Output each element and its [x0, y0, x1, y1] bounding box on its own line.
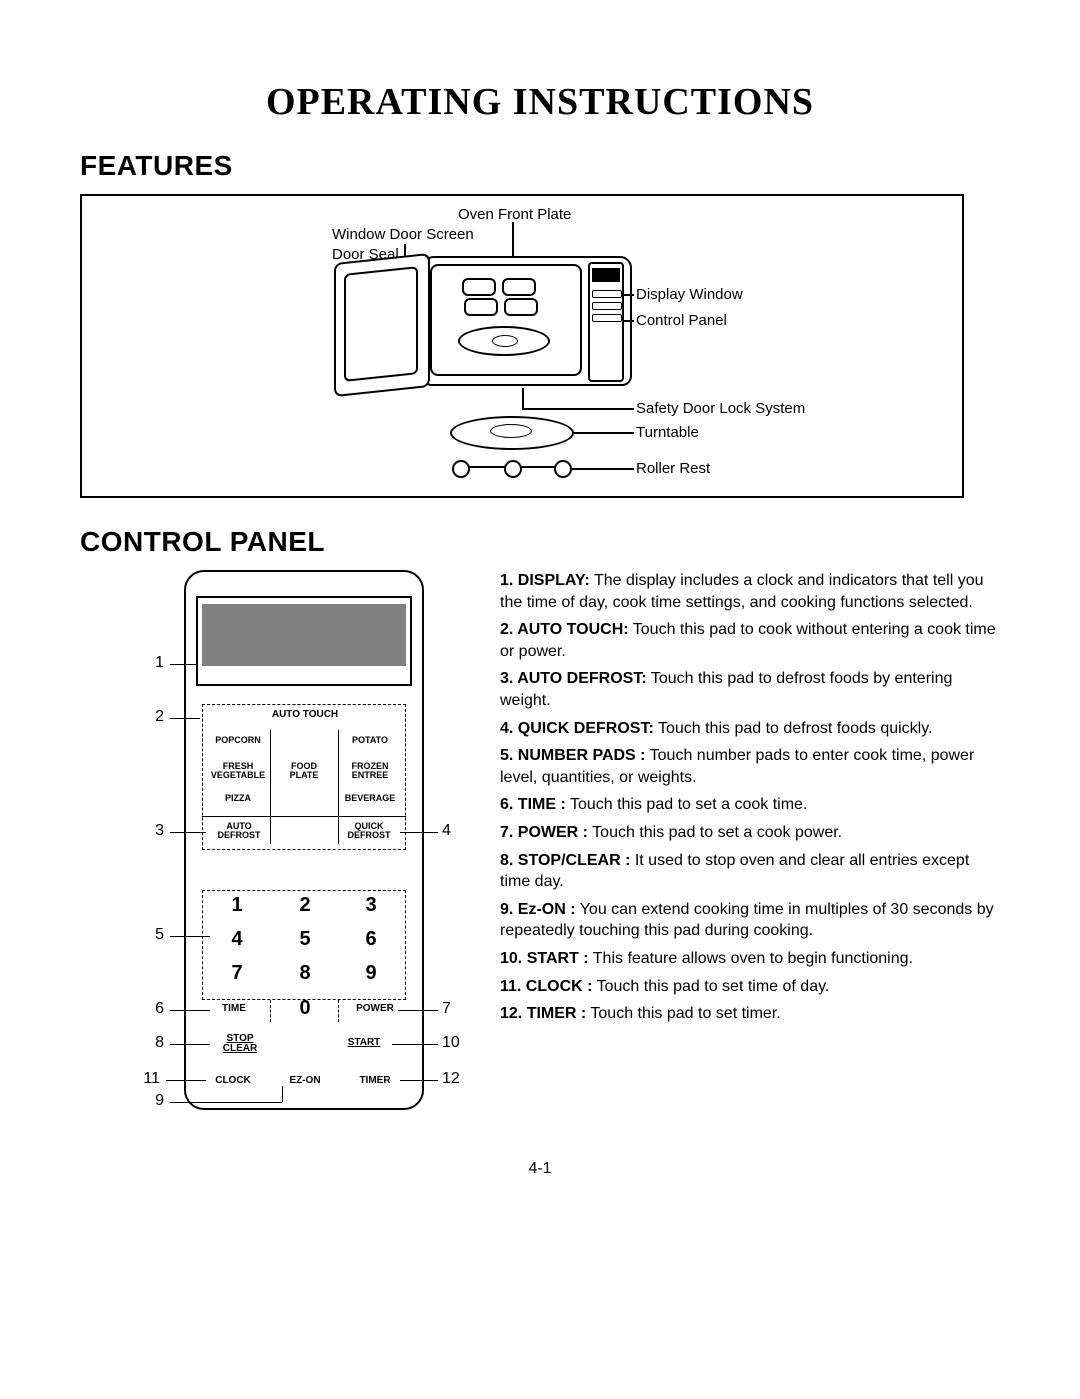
numpad-4: 4 [212, 928, 262, 951]
section-control-panel-title: CONTROL PANEL [80, 526, 1000, 558]
numpad-2: 2 [280, 894, 330, 917]
list-item-text: This feature allows oven to begin functi… [589, 950, 913, 967]
microwave-vent-icon [462, 278, 496, 296]
microwave-plate-center-icon [492, 335, 518, 347]
label-oven-front-plate: Oven Front Plate [458, 206, 571, 223]
label-turntable: Turntable [636, 424, 699, 441]
pad-beverage: BEVERAGE [342, 794, 398, 803]
list-item-text: Touch this pad to defrost foods quickly. [654, 720, 933, 737]
list-item-name: 9. Ez-ON : [500, 901, 576, 918]
callout-5: 5 [140, 926, 164, 944]
list-item-name: 7. POWER : [500, 824, 588, 841]
callout-6: 6 [140, 1000, 164, 1018]
label-control-panel: Control Panel [636, 312, 727, 329]
numpad-1: 1 [212, 894, 262, 917]
pad-stop-clear: STOP CLEAR [212, 1034, 268, 1054]
microwave-door-window-icon [344, 266, 418, 382]
list-item: 10. START : This feature allows oven to … [500, 948, 1000, 970]
features-diagram: Oven Front Plate Window Door Screen Door… [80, 194, 964, 498]
pad-pizza: PIZZA [210, 794, 266, 803]
numpad-9: 9 [346, 962, 396, 985]
list-item: 7. POWER : Touch this pad to set a cook … [500, 822, 1000, 844]
list-item: 3. AUTO DEFROST: Touch this pad to defro… [500, 668, 1000, 711]
control-panel-diagram: Auto Touch POPCORN POTATO FRESH VEGETABL… [80, 570, 460, 1130]
list-item: 1. DISPLAY: The display includes a clock… [500, 570, 1000, 613]
pad-potato: POTATO [342, 736, 398, 745]
page-title: OPERATING INSTRUCTIONS [80, 80, 1000, 124]
microwave-vent-icon [464, 298, 498, 316]
microwave-panel-button-icon [592, 302, 622, 310]
pad-frozen-entree: FROZEN ENTREE [340, 762, 400, 780]
auto-touch-title: Auto Touch [270, 710, 340, 720]
list-item: 4. QUICK DEFROST: Touch this pad to defr… [500, 718, 1000, 740]
microwave-vent-icon [504, 298, 538, 316]
list-item-name: 10. START : [500, 950, 589, 967]
callout-8: 8 [140, 1034, 164, 1052]
list-item-name: 5. NUMBER PADS : [500, 747, 646, 764]
list-item-name: 11. CLOCK : [500, 978, 592, 995]
pad-food-plate: FOOD PLATE [276, 762, 332, 780]
label-display-window: Display Window [636, 286, 743, 303]
roller-rest-icon [456, 458, 564, 478]
label-roller-rest: Roller Rest [636, 460, 710, 477]
list-item: 6. TIME : Touch this pad to set a cook t… [500, 794, 1000, 816]
pad-timer: TIMER [350, 1076, 400, 1086]
list-item: 9. Ez-ON : You can extend cooking time i… [500, 899, 1000, 942]
list-item-name: 3. AUTO DEFROST: [500, 670, 647, 687]
list-item-text: Touch this pad to set a cook time. [566, 796, 808, 813]
callout-2: 2 [140, 708, 164, 726]
list-item-name: 4. QUICK DEFROST: [500, 720, 654, 737]
microwave-panel-button-icon [592, 314, 622, 322]
page-number: 4-1 [80, 1160, 1000, 1178]
list-item: 8. STOP/CLEAR : It used to stop oven and… [500, 850, 1000, 893]
list-item: 2. AUTO TOUCH: Touch this pad to cook wi… [500, 619, 1000, 662]
pad-power: POWER [352, 1004, 398, 1014]
callout-7: 7 [442, 1000, 466, 1018]
callout-10: 10 [442, 1034, 466, 1052]
label-safety-lock: Safety Door Lock System [636, 400, 805, 417]
list-item-name: 12. TIMER : [500, 1005, 586, 1022]
callout-12: 12 [442, 1070, 466, 1088]
turntable-center-icon [490, 424, 532, 438]
list-item-name: 8. STOP/CLEAR : [500, 852, 630, 869]
callout-1: 1 [140, 654, 164, 672]
pad-start: START [336, 1038, 392, 1048]
callout-11: 11 [136, 1070, 160, 1088]
callout-4: 4 [442, 822, 466, 840]
microwave-panel-display-icon [592, 268, 620, 282]
microwave-panel-button-icon [592, 290, 622, 298]
pad-auto-defrost: AUTO DEFROST [208, 822, 270, 840]
pad-quick-defrost: QUICK DEFROST [338, 822, 400, 840]
pad-popcorn: POPCORN [210, 736, 266, 745]
pad-time: TIME [212, 1004, 256, 1014]
numpad-3: 3 [346, 894, 396, 917]
list-item-text: Touch this pad to set timer. [586, 1005, 780, 1022]
pad-clock: CLOCK [208, 1076, 258, 1086]
list-item-text: Touch this pad to set a cook power. [588, 824, 842, 841]
pad-ez-on: EZ-ON [280, 1076, 330, 1086]
numpad-0: 0 [280, 997, 330, 1020]
numpad-5: 5 [280, 928, 330, 951]
list-item-name: 2. AUTO TOUCH: [500, 621, 629, 638]
list-item: 12. TIMER : Touch this pad to set timer. [500, 1003, 1000, 1025]
list-item-text: Touch this pad to set time of day. [592, 978, 829, 995]
pad-fresh-veg: FRESH VEGETABLE [206, 762, 270, 780]
callout-9: 9 [140, 1092, 164, 1110]
numpad-6: 6 [346, 928, 396, 951]
list-item: 5. NUMBER PADS : Touch number pads to en… [500, 745, 1000, 788]
numpad-7: 7 [212, 962, 262, 985]
callout-3: 3 [140, 822, 164, 840]
list-item: 11. CLOCK : Touch this pad to set time o… [500, 976, 1000, 998]
microwave-vent-icon [502, 278, 536, 296]
list-item-name: 6. TIME : [500, 796, 566, 813]
label-window-door-screen: Window Door Screen [332, 226, 474, 243]
numpad-8: 8 [280, 962, 330, 985]
list-item-name: 1. DISPLAY: [500, 572, 590, 589]
section-features-title: FEATURES [80, 150, 1000, 182]
panel-display-icon [202, 604, 406, 666]
control-panel-list: 1. DISPLAY: The display includes a clock… [500, 570, 1000, 1031]
